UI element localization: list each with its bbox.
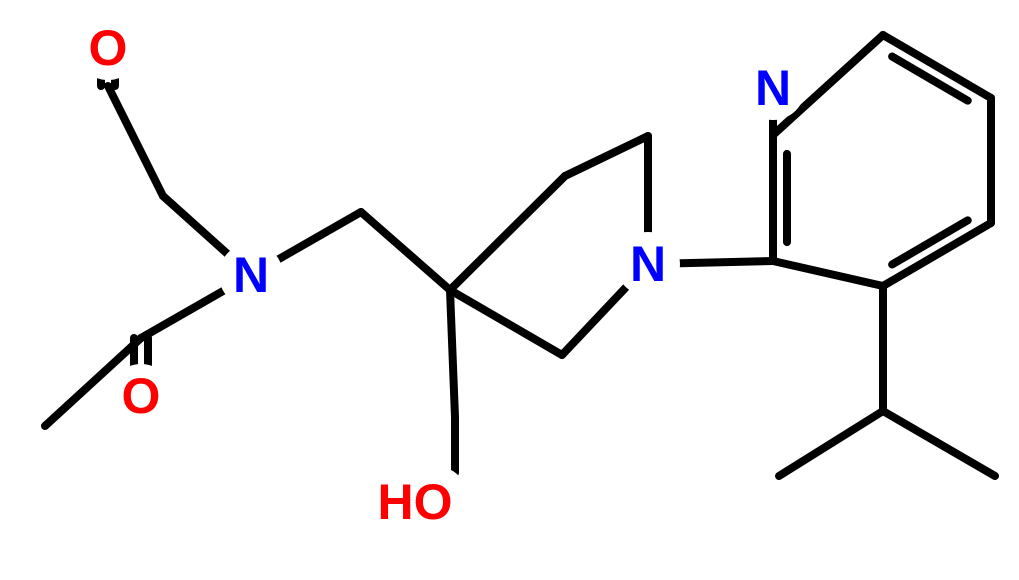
bond: [275, 212, 361, 261]
molecule-canvas: N O O N N HO: [0, 0, 1019, 580]
bond: [565, 136, 648, 176]
bond: [675, 261, 773, 263]
bond: [361, 212, 450, 290]
bond: [163, 196, 231, 257]
bond: [450, 176, 565, 290]
bond: [108, 86, 163, 196]
bond: [450, 290, 562, 355]
bond: [883, 223, 991, 286]
atom-N: N: [755, 60, 791, 116]
bond: [450, 290, 455, 417]
atom-N: N: [233, 247, 269, 303]
label-OH: HO: [378, 474, 453, 530]
labels-layer: N O O N N HO: [89, 20, 792, 530]
bonds-layer: [45, 35, 995, 476]
bond: [883, 411, 995, 476]
bond: [779, 411, 883, 476]
atom-N: N: [630, 236, 666, 292]
bond: [773, 261, 883, 286]
bond: [141, 289, 227, 338]
bond: [883, 35, 991, 98]
atom-O: O: [122, 368, 161, 424]
atom-O: O: [89, 20, 128, 76]
bond: [562, 284, 629, 355]
